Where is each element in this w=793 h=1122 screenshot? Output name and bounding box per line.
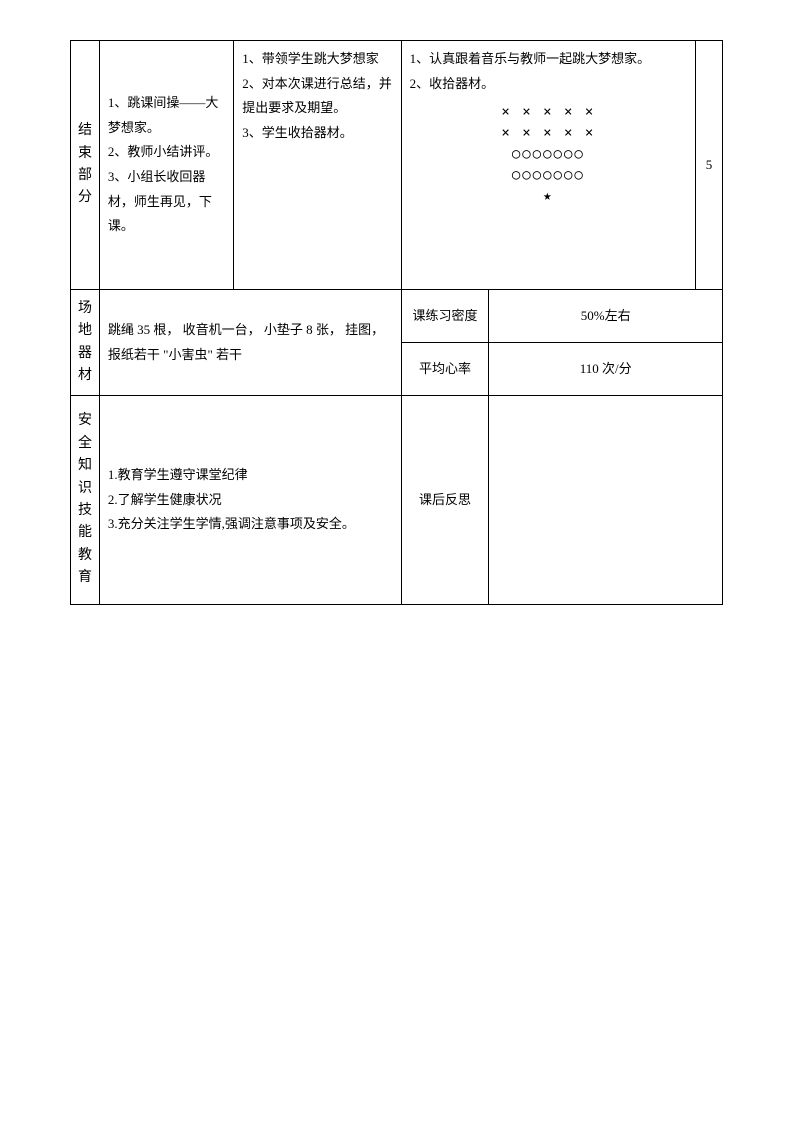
- metric-heartrate-value: 110 次/分: [489, 343, 723, 396]
- formation-diagram: × × × × ×× × × × ×○○○○○○○○○○○○○○★: [410, 102, 687, 207]
- end-col-c: 1、认真跟着音乐与教师一起跳大梦想家。2、收拾器材。 × × × × ×× × …: [401, 41, 695, 290]
- end-col-b: 1、带领学生跳大梦想家2、对本次课进行总结，并提出要求及期望。3、学生收拾器材。: [234, 41, 401, 290]
- end-minutes: 5: [696, 41, 723, 290]
- safety-content: 1.教育学生遵守课堂纪律2.了解学生健康状况3.充分关注学生学情,强调注意事项及…: [99, 396, 401, 605]
- section-label-end: 结 束 部 分: [71, 41, 100, 290]
- equipment-content: 跳绳 35 根， 收音机一台， 小垫子 8 张， 挂图， 报纸若干 "小害虫" …: [99, 290, 401, 396]
- table-row: 安 全 知 识 技 能 教 育 1.教育学生遵守课堂纪律2.了解学生健康状况3.…: [71, 396, 723, 605]
- section-label-equipment: 场 地 器 材: [71, 290, 100, 396]
- lesson-plan-table: 结 束 部 分 1、跳课间操——大梦想家。2、教师小结讲评。3、小组长收回器材，…: [70, 40, 723, 605]
- end-col-a: 1、跳课间操——大梦想家。2、教师小结讲评。3、小组长收回器材，师生再见，下课。: [99, 41, 233, 290]
- metric-density-value: 50%左右: [489, 290, 723, 343]
- table-row: 结 束 部 分 1、跳课间操——大梦想家。2、教师小结讲评。3、小组长收回器材，…: [71, 41, 723, 290]
- section-label-safety: 安 全 知 识 技 能 教 育: [71, 396, 100, 605]
- metric-density-label: 课练习密度: [401, 290, 489, 343]
- metric-heartrate-label: 平均心率: [401, 343, 489, 396]
- table-row: 场 地 器 材 跳绳 35 根， 收音机一台， 小垫子 8 张， 挂图， 报纸若…: [71, 290, 723, 343]
- reflection-value: [489, 396, 723, 605]
- reflection-label: 课后反思: [401, 396, 489, 605]
